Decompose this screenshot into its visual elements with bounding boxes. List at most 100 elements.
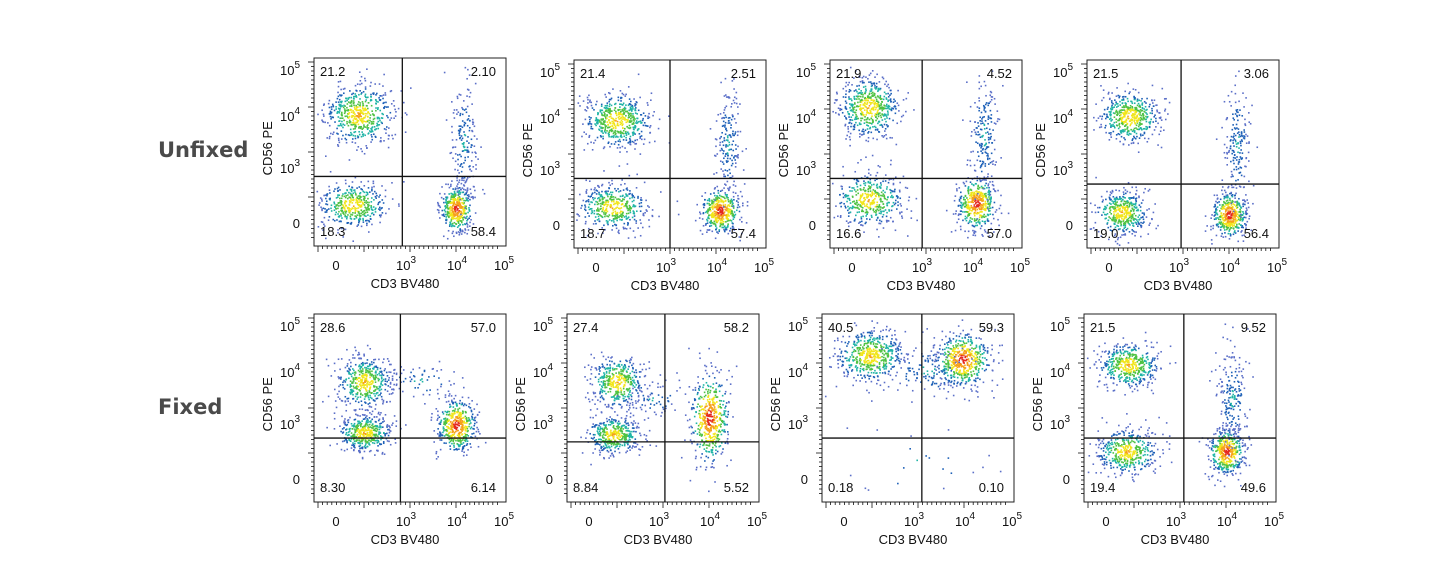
event-dot [628,237,630,239]
event-dot [868,131,870,133]
event-dot [636,174,638,176]
event-dot [896,195,898,197]
event-dot [457,215,459,217]
event-dot [617,212,619,214]
event-dot [352,197,354,199]
event-dot [359,104,361,106]
event-dot [474,145,476,147]
event-dot [626,228,628,230]
event-dot [707,200,709,202]
event-dot [444,193,446,195]
event-dot [869,105,871,107]
event-dot [989,205,991,207]
event-dot [630,113,632,115]
event-dot [969,198,971,200]
event-dot [325,194,327,196]
event-dot [648,219,650,221]
event-dot [451,180,453,182]
event-dot [884,96,886,98]
event-dot [359,126,361,128]
event-dot [720,160,722,162]
event-dot [633,123,635,125]
event-dot [951,231,953,233]
event-dot [597,112,599,114]
event-dot [618,140,620,142]
event-dot [373,123,375,125]
event-dot [385,129,387,131]
event-dot [854,106,856,108]
event-dot [860,159,862,161]
event-dot [1134,97,1136,99]
event-dot [338,138,340,140]
event-dot [581,205,583,207]
event-dot [608,131,610,133]
event-dot [588,123,590,125]
event-dot [983,109,985,111]
event-dot [735,166,737,168]
event-dot [335,106,337,108]
event-dot [901,217,903,219]
event-dot [864,116,866,118]
event-dot [882,216,884,218]
event-dot [379,110,381,112]
event-dot [629,138,631,140]
event-dot [877,109,879,111]
event-dot [611,199,613,201]
event-dot [877,209,879,211]
event-dot [373,133,375,135]
event-dot [886,216,888,218]
event-dot [867,108,869,110]
event-dot [708,203,710,205]
event-dot [982,197,984,199]
event-dot [389,119,391,121]
event-dot [453,215,455,217]
event-dot [876,202,878,204]
event-dot [602,207,604,209]
event-dot [885,209,887,211]
event-dot [884,192,886,194]
event-dot [590,117,592,119]
event-dot [385,196,387,198]
event-dot [865,140,867,142]
event-dot [996,209,998,211]
event-dot [465,192,467,194]
event-dot [618,114,620,116]
event-dot [462,219,464,221]
y-tick-label: 0 [553,218,560,233]
event-dot [978,205,980,207]
event-dot [714,187,716,189]
event-dot [598,197,600,199]
event-dot [986,146,988,148]
event-dot [358,120,360,122]
event-dot [630,115,632,117]
event-dot [976,127,978,129]
event-dot [875,109,877,111]
event-dot [329,192,331,194]
event-dot [877,192,879,194]
event-dot [627,189,629,191]
event-dot [398,203,400,205]
event-dot [886,117,888,119]
event-dot [339,142,341,144]
event-dot [391,103,393,105]
event-dot [468,142,470,144]
event-dot [333,106,335,108]
event-dot [592,128,594,130]
event-dot [588,195,590,197]
event-dot [990,162,992,164]
event-dot [1000,205,1002,207]
event-dot [733,184,735,186]
event-dot [463,100,465,102]
event-dot [598,192,600,194]
event-dot [367,133,369,135]
event-dot [334,121,336,123]
event-dot [985,95,987,97]
event-dot [365,99,367,101]
event-dot [866,213,868,215]
row-label-unfixed: Unfixed [158,138,248,162]
event-dot [982,135,984,137]
event-dot [392,138,394,140]
event-dot [857,186,859,188]
event-dot [579,215,581,217]
